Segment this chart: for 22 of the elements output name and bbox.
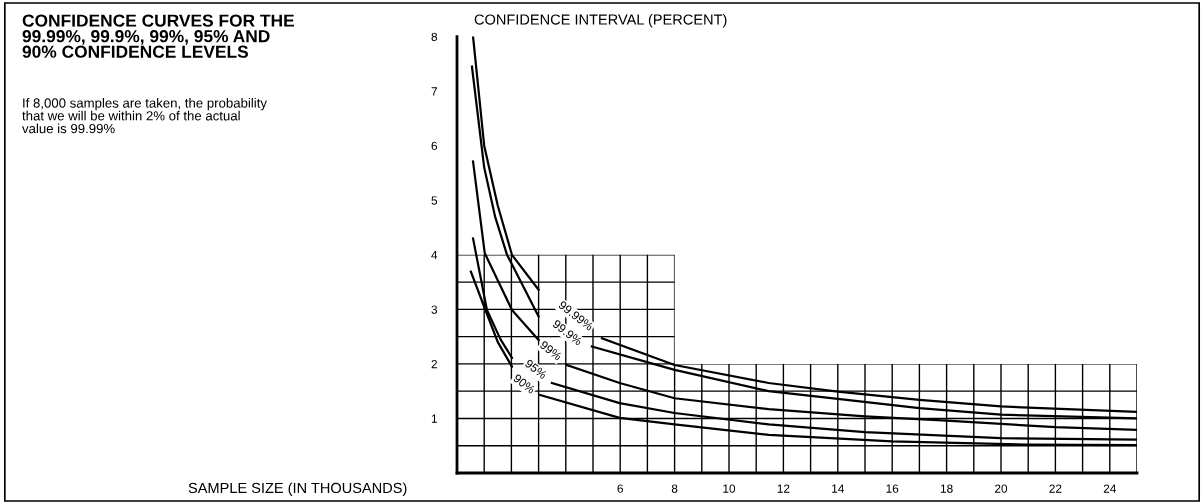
x-tick-label: 16 <box>886 484 899 493</box>
y-axis-title: CONFIDENCE INTERVAL (PERCENT) <box>474 14 727 28</box>
x-tick-label: 20 <box>995 484 1008 493</box>
x-tick-label: 10 <box>723 484 736 493</box>
x-tick-label: 14 <box>832 484 845 493</box>
y-tick-label: 1 <box>431 414 437 423</box>
y-tick-label: 2 <box>431 359 437 369</box>
x-axis-title: SAMPLE SIZE (IN THOUSANDS) <box>188 482 407 496</box>
text: CONFIDENCE CURVES FOR THE 99.99%, 99.9%, 99%, 95% AND 90% CONFIDENCE LEVELS <box>22 14 294 58</box>
x-tick-label: 18 <box>940 484 953 493</box>
y-tick-label: 6 <box>431 141 438 151</box>
text: If 8,000 samples are taken, the probability that we will be within 2% of the actual value is 99.99% <box>22 98 267 134</box>
y-tick-label: 5 <box>431 196 438 205</box>
y-tick-label: 4 <box>431 250 438 260</box>
x-tick-label: 12 <box>777 484 790 493</box>
x-tick-label: 22 <box>1049 484 1062 493</box>
x-tick-label: 6 <box>617 484 623 493</box>
x-tick-label: 24 <box>1103 484 1117 493</box>
y-tick-label: 3 <box>431 305 438 314</box>
y-tick-label: 7 <box>431 87 437 96</box>
y-tick-label: 8 <box>431 32 438 41</box>
x-tick-label: 8 <box>671 484 678 493</box>
